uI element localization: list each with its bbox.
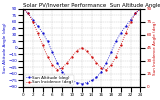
Sun Incidence (deg) — [120, 45, 122, 46]
Sun Altitude (deg) — [42, 32, 44, 33]
Sun Altitude (deg) — [71, 80, 73, 81]
Sun Altitude (deg) — [81, 83, 83, 84]
Sun Incidence (deg) — [76, 50, 78, 51]
Sun Altitude (deg) — [61, 71, 63, 72]
Text: Solar PV/Inverter Performance  Sun Altitude Angle & Sun Incidence Angle on PV Pa: Solar PV/Inverter Performance Sun Altitu… — [23, 3, 160, 8]
Sun Altitude (deg) — [139, 8, 141, 10]
Sun Incidence (deg) — [32, 21, 34, 22]
Sun Altitude (deg) — [110, 52, 112, 53]
Sun Altitude (deg) — [52, 52, 53, 53]
Sun Incidence (deg) — [95, 62, 97, 63]
Legend: Sun Altitude (deg), Sun Incidence (deg): Sun Altitude (deg), Sun Incidence (deg) — [25, 75, 74, 85]
Sun Altitude (deg) — [91, 80, 92, 81]
Sun Incidence (deg) — [91, 56, 92, 57]
Sun Altitude (deg) — [100, 71, 102, 72]
Sun Altitude (deg) — [130, 19, 132, 20]
Sun Incidence (deg) — [115, 56, 117, 57]
Sun Altitude (deg) — [86, 82, 88, 83]
Sun Incidence (deg) — [27, 13, 29, 14]
Sun Incidence (deg) — [42, 45, 44, 46]
Sun Altitude (deg) — [115, 41, 117, 42]
Sun Altitude (deg) — [32, 19, 34, 20]
Sun Incidence (deg) — [61, 67, 63, 69]
Y-axis label: Sun Incidence Angle (deg): Sun Incidence Angle (deg) — [153, 21, 157, 75]
Sun Incidence (deg) — [37, 33, 39, 34]
Sun Incidence (deg) — [71, 56, 73, 57]
Sun Incidence (deg) — [52, 65, 53, 66]
Sun Altitude (deg) — [47, 41, 48, 42]
Line: Sun Altitude (deg): Sun Altitude (deg) — [22, 8, 141, 84]
Sun Altitude (deg) — [56, 62, 58, 64]
Sun Incidence (deg) — [86, 50, 88, 51]
Sun Incidence (deg) — [66, 62, 68, 63]
Sun Altitude (deg) — [66, 77, 68, 78]
Sun Incidence (deg) — [100, 67, 102, 69]
Sun Altitude (deg) — [37, 26, 39, 27]
Sun Incidence (deg) — [105, 69, 107, 70]
Sun Incidence (deg) — [125, 33, 127, 34]
Sun Altitude (deg) — [105, 62, 107, 64]
Sun Altitude (deg) — [76, 82, 78, 83]
Sun Altitude (deg) — [125, 26, 127, 27]
Sun Incidence (deg) — [22, 8, 24, 10]
Sun Altitude (deg) — [95, 77, 97, 78]
Y-axis label: Sun Altitude Angle (deg): Sun Altitude Angle (deg) — [3, 23, 7, 73]
Sun Incidence (deg) — [81, 47, 83, 48]
Sun Incidence (deg) — [110, 65, 112, 66]
Sun Incidence (deg) — [135, 13, 136, 14]
Sun Altitude (deg) — [135, 13, 136, 14]
Sun Altitude (deg) — [27, 13, 29, 14]
Sun Incidence (deg) — [139, 8, 141, 10]
Sun Altitude (deg) — [120, 32, 122, 33]
Sun Incidence (deg) — [47, 56, 48, 57]
Sun Incidence (deg) — [130, 21, 132, 22]
Sun Altitude (deg) — [22, 8, 24, 10]
Sun Incidence (deg) — [56, 69, 58, 70]
Line: Sun Incidence (deg): Sun Incidence (deg) — [22, 8, 141, 70]
